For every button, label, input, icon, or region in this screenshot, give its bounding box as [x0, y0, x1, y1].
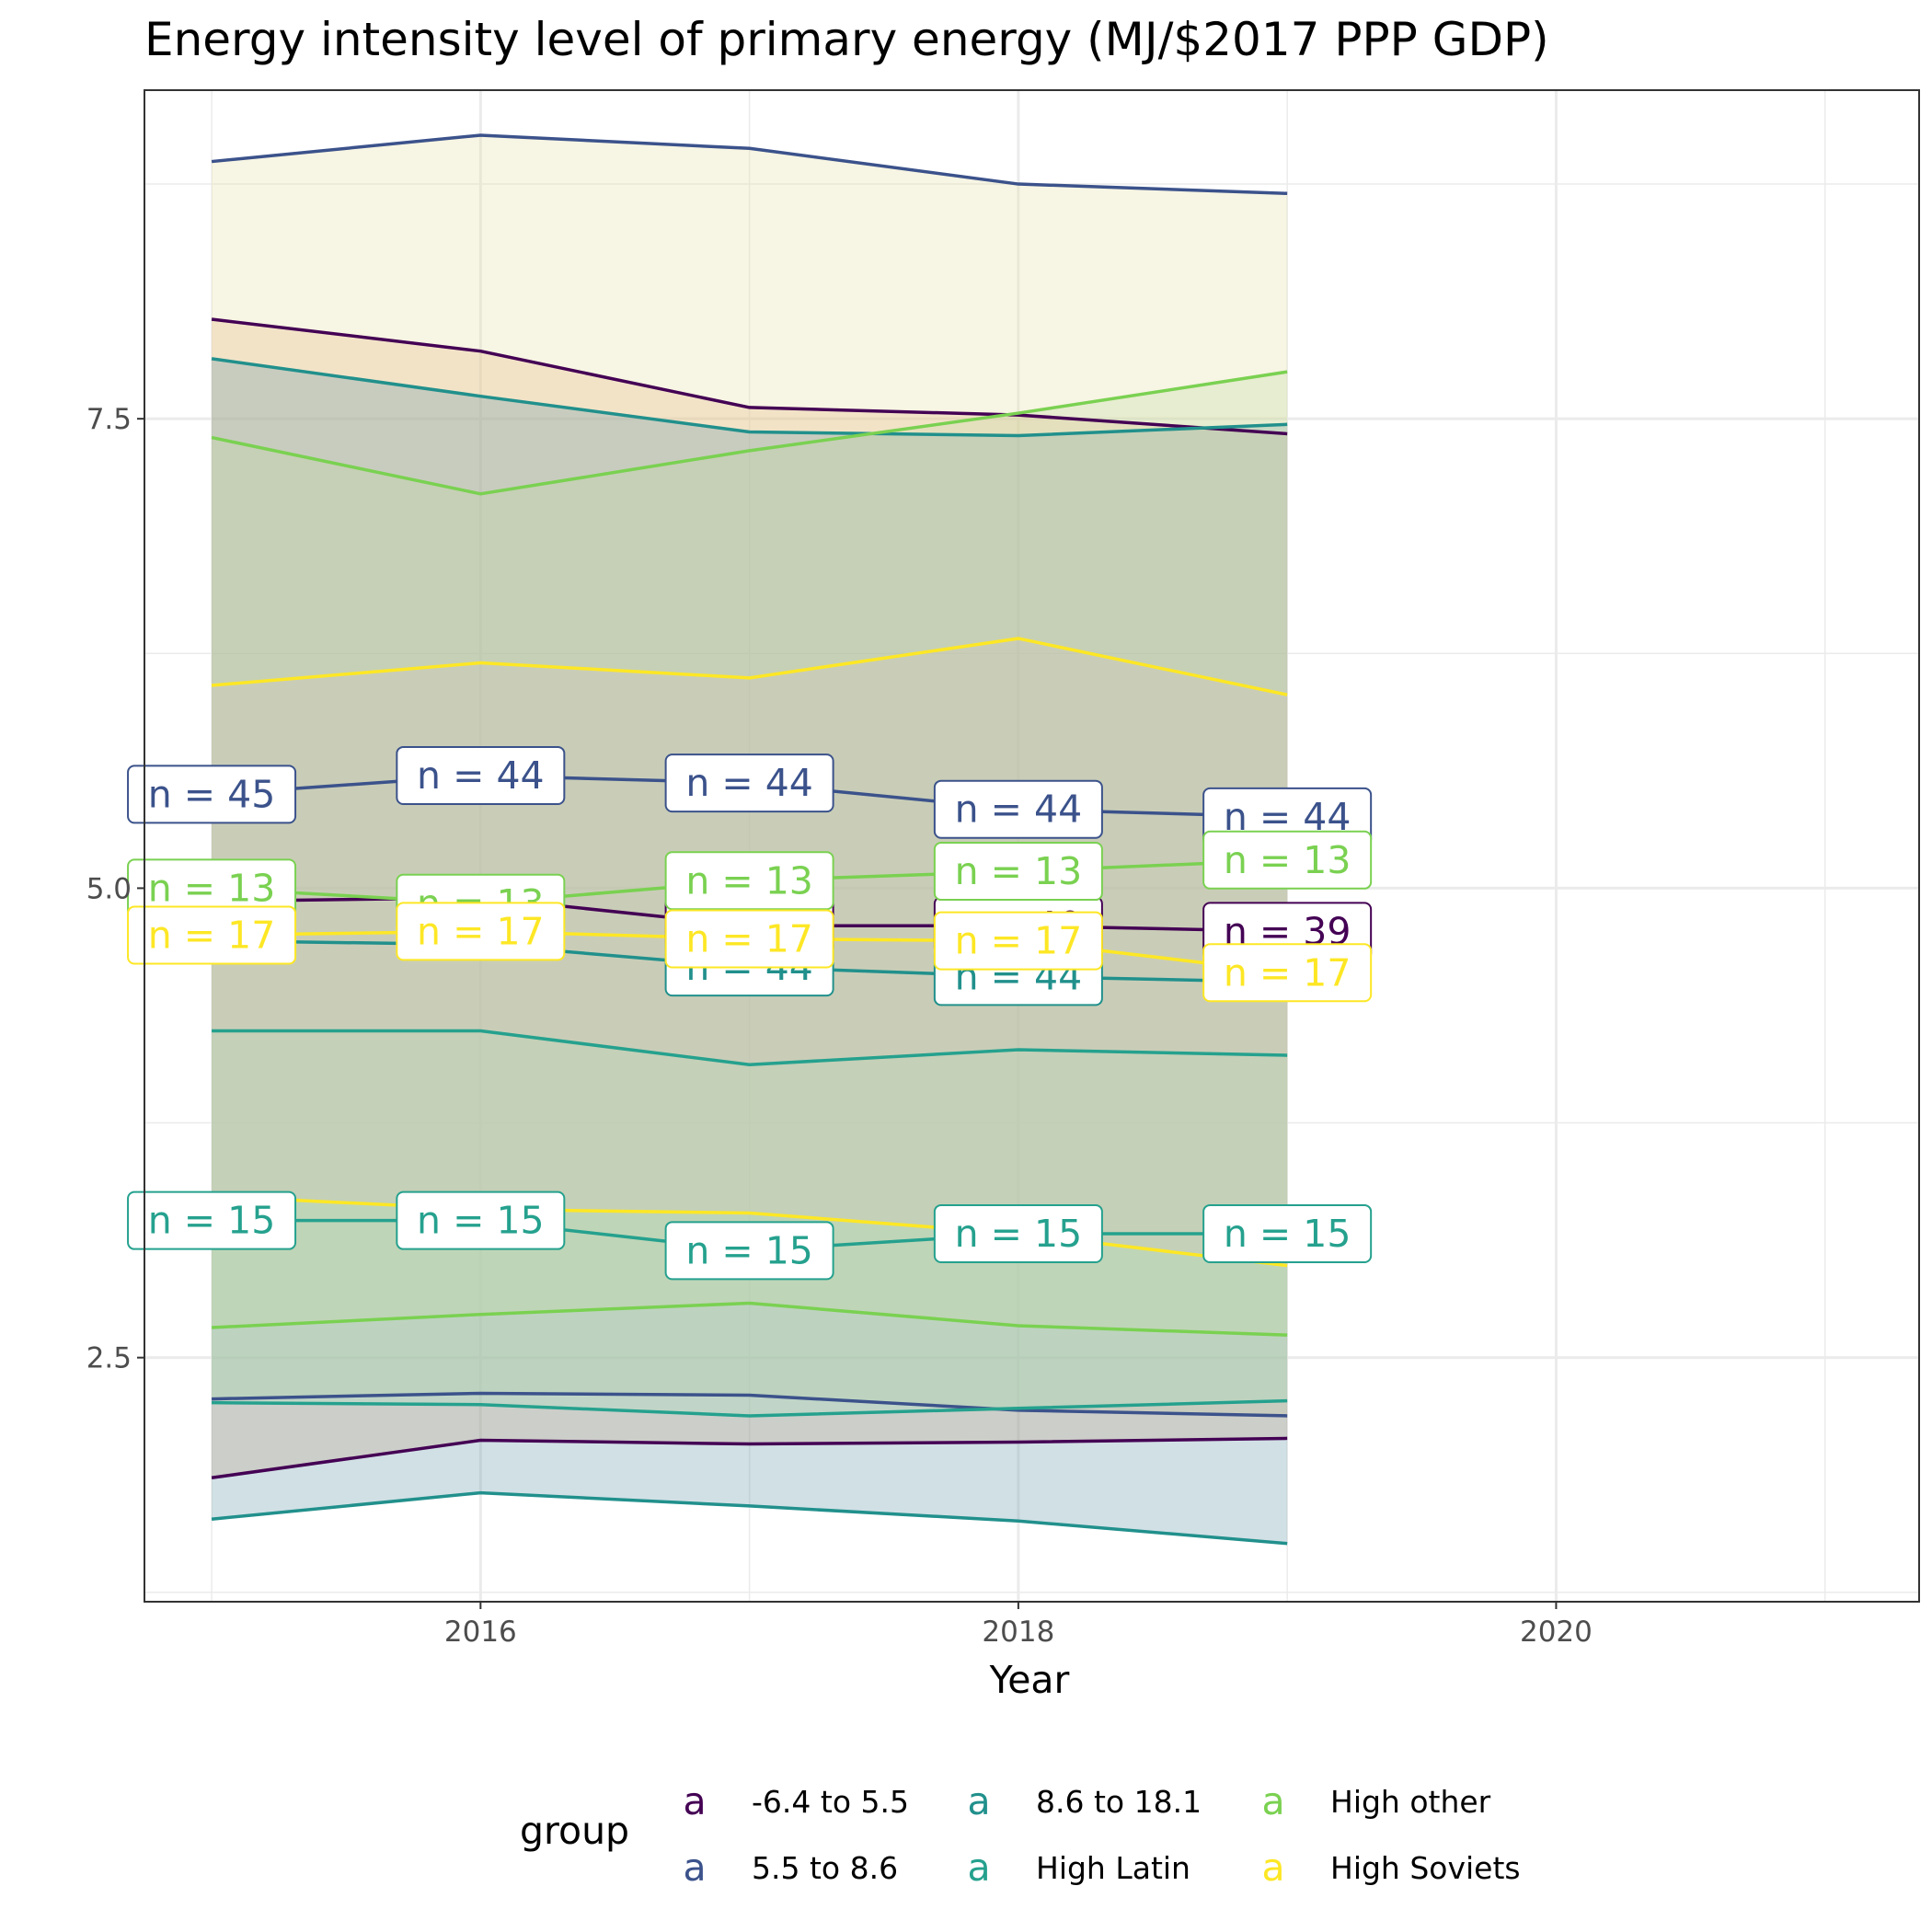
n-label-text: n = 15 — [417, 1199, 545, 1243]
plot-border — [144, 89, 1920, 1603]
n-label-text: n = 17 — [1224, 950, 1351, 995]
legend-item: a 5.5 to 8.6 — [683, 1846, 898, 1890]
legend-label: High other — [1330, 1784, 1491, 1820]
n-label: n = 17 — [127, 905, 297, 965]
n-label: n = 13 — [933, 842, 1103, 902]
n-label-text: n = 13 — [685, 858, 813, 903]
n-label-text: n = 45 — [148, 772, 276, 816]
legend-label: -6.4 to 5.5 — [752, 1784, 909, 1820]
chart-title: Energy intensity level of primary energy… — [144, 13, 1549, 66]
legend-label: 5.5 to 8.6 — [752, 1850, 898, 1886]
n-label: n = 13 — [664, 851, 834, 911]
n-label-text: n = 44 — [685, 761, 813, 805]
n-label-box — [1202, 830, 1373, 890]
n-label-text: n = 15 — [685, 1228, 813, 1272]
n-label: n = 44 — [396, 745, 566, 805]
n-label-box — [1202, 1203, 1373, 1263]
legend-key: a — [1261, 1779, 1284, 1823]
n-label-text: n = 15 — [148, 1199, 276, 1243]
legend-label: High Latin — [1036, 1850, 1190, 1886]
n-label-text: n = 15 — [955, 1212, 1083, 1256]
upper-line-series-5 — [211, 637, 1288, 696]
line-layer — [211, 133, 1288, 1546]
n-label-box — [933, 1203, 1103, 1263]
legend-label: 8.6 to 18.1 — [1036, 1784, 1202, 1820]
n-label-layer: n = 40n = 40n = 39n = 45n = 44n = 44n = … — [127, 745, 1373, 1281]
legend-title: group — [520, 1809, 629, 1853]
n-label-text: n = 13 — [1224, 838, 1351, 882]
legend-key: a — [683, 1779, 706, 1823]
n-label-box — [664, 909, 834, 969]
y-tick-label: 7.5 — [86, 403, 132, 436]
n-label: n = 15 — [664, 1221, 834, 1281]
legend-key: a — [967, 1846, 990, 1890]
lower-line-series-0 — [211, 1436, 1288, 1480]
lower-line-series-3 — [212, 1398, 1288, 1418]
x-tick-label: 2016 — [444, 1616, 517, 1649]
x-tick-label: 2018 — [982, 1616, 1054, 1649]
n-label-box — [127, 1190, 297, 1250]
upper-line-series-4 — [211, 370, 1288, 496]
lower-line-series-5 — [211, 1194, 1288, 1268]
n-label: n = 15 — [1202, 1203, 1373, 1263]
n-label-text: n = 44 — [955, 788, 1083, 832]
n-label-text: n = 13 — [148, 866, 276, 910]
y-tick-label: 5.0 — [86, 872, 132, 905]
n-label-box — [664, 1221, 834, 1281]
legend-item: a -6.4 to 5.5 — [683, 1779, 909, 1823]
n-label-box — [127, 765, 297, 824]
n-label-box — [933, 779, 1103, 839]
n-label-text: n = 13 — [955, 849, 1083, 893]
n-label: n = 45 — [127, 765, 297, 824]
upper-line-series-2 — [211, 357, 1288, 438]
n-label-box — [127, 905, 297, 965]
n-label: n = 44 — [933, 779, 1103, 839]
legend-key: a — [683, 1846, 706, 1890]
n-label: n = 15 — [396, 1190, 566, 1250]
lower-line-series-1 — [212, 1391, 1288, 1418]
n-label-box — [396, 745, 566, 805]
n-label: n = 17 — [1202, 943, 1373, 1003]
n-label-text: n = 17 — [685, 917, 813, 961]
n-label: n = 17 — [664, 909, 834, 969]
n-label-text: n = 44 — [417, 753, 545, 798]
n-label: n = 13 — [1202, 830, 1373, 890]
axes: 2.5 5.0 7.5 2016 2018 2020 — [86, 403, 1593, 1649]
n-label-box — [396, 902, 566, 961]
legend-key: a — [1261, 1846, 1284, 1890]
lower-line-series-4 — [211, 1301, 1288, 1337]
legend-item: a 8.6 to 18.1 — [967, 1779, 1202, 1823]
n-label-box — [396, 1190, 566, 1250]
lower-line-series-2 — [211, 1490, 1288, 1546]
y-tick-label: 2.5 — [86, 1342, 132, 1375]
legend-item: a High other — [1261, 1779, 1490, 1823]
legend-label: High Soviets — [1330, 1850, 1521, 1886]
n-label: n = 44 — [664, 753, 834, 813]
n-label-text: n = 17 — [955, 919, 1083, 963]
legend: group a -6.4 to 5.5 a 5.5 to 8.6 a 8.6 to 18.… — [520, 1779, 1521, 1890]
n-label-text: n = 15 — [1224, 1212, 1351, 1256]
upper-line-series-3 — [212, 1029, 1288, 1067]
n-label: n = 17 — [396, 902, 566, 961]
n-label: n = 15 — [933, 1203, 1103, 1263]
n-label-box — [664, 753, 834, 813]
ribbon-layer — [212, 134, 1288, 1544]
upper-line-series-1 — [211, 133, 1288, 196]
n-label-text: n = 17 — [148, 913, 276, 957]
n-label-text: n = 17 — [417, 909, 545, 953]
x-tick-label: 2020 — [1520, 1616, 1593, 1649]
n-label: n = 15 — [127, 1190, 297, 1250]
x-axis-title: Year — [989, 1658, 1070, 1702]
n-label-box — [664, 851, 834, 911]
n-label: n = 17 — [933, 911, 1103, 971]
legend-key: a — [967, 1779, 990, 1823]
n-label-box — [933, 911, 1103, 971]
legend-item: a High Soviets — [1261, 1846, 1520, 1890]
n-label-box — [933, 842, 1103, 902]
legend-item: a High Latin — [967, 1846, 1190, 1890]
n-label-box — [1202, 943, 1373, 1003]
upper-line-series-0 — [211, 317, 1288, 436]
